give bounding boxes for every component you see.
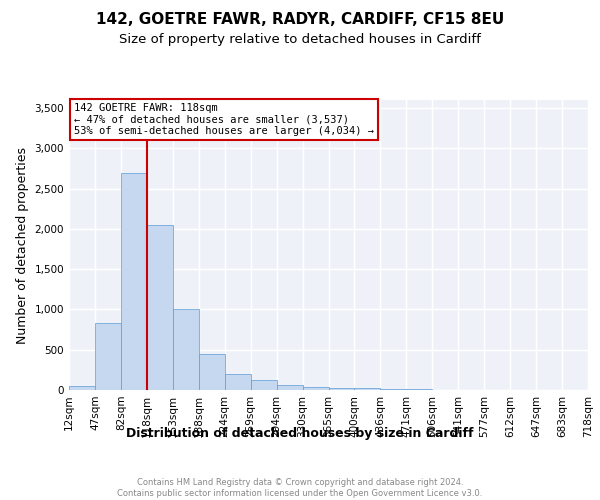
Bar (69, 386, 95, 390)
Text: 142, GOETRE FAWR, RADYR, CARDIFF, CF15 8EU: 142, GOETRE FAWR, RADYR, CARDIFF, CF15 8… (96, 12, 504, 28)
Bar (251, 380, 277, 390)
Bar (277, 385, 302, 390)
Y-axis label: Number of detached properties: Number of detached properties (16, 146, 29, 344)
Text: Distribution of detached houses by size in Cardiff: Distribution of detached houses by size … (126, 428, 474, 440)
Bar (173, 310, 199, 390)
Bar (329, 388, 355, 390)
Bar (380, 389, 406, 390)
Bar (302, 387, 329, 390)
Bar (355, 388, 380, 390)
Bar (225, 374, 251, 390)
Text: 142 GOETRE FAWR: 118sqm
← 47% of detached houses are smaller (3,537)
53% of semi: 142 GOETRE FAWR: 118sqm ← 47% of detache… (74, 103, 374, 136)
Bar (121, 172, 147, 390)
Bar (95, 323, 121, 390)
Text: Size of property relative to detached houses in Cardiff: Size of property relative to detached ho… (119, 32, 481, 46)
Text: Contains HM Land Registry data © Crown copyright and database right 2024.
Contai: Contains HM Land Registry data © Crown c… (118, 478, 482, 498)
Bar (147, 225, 173, 390)
Bar (199, 354, 224, 390)
